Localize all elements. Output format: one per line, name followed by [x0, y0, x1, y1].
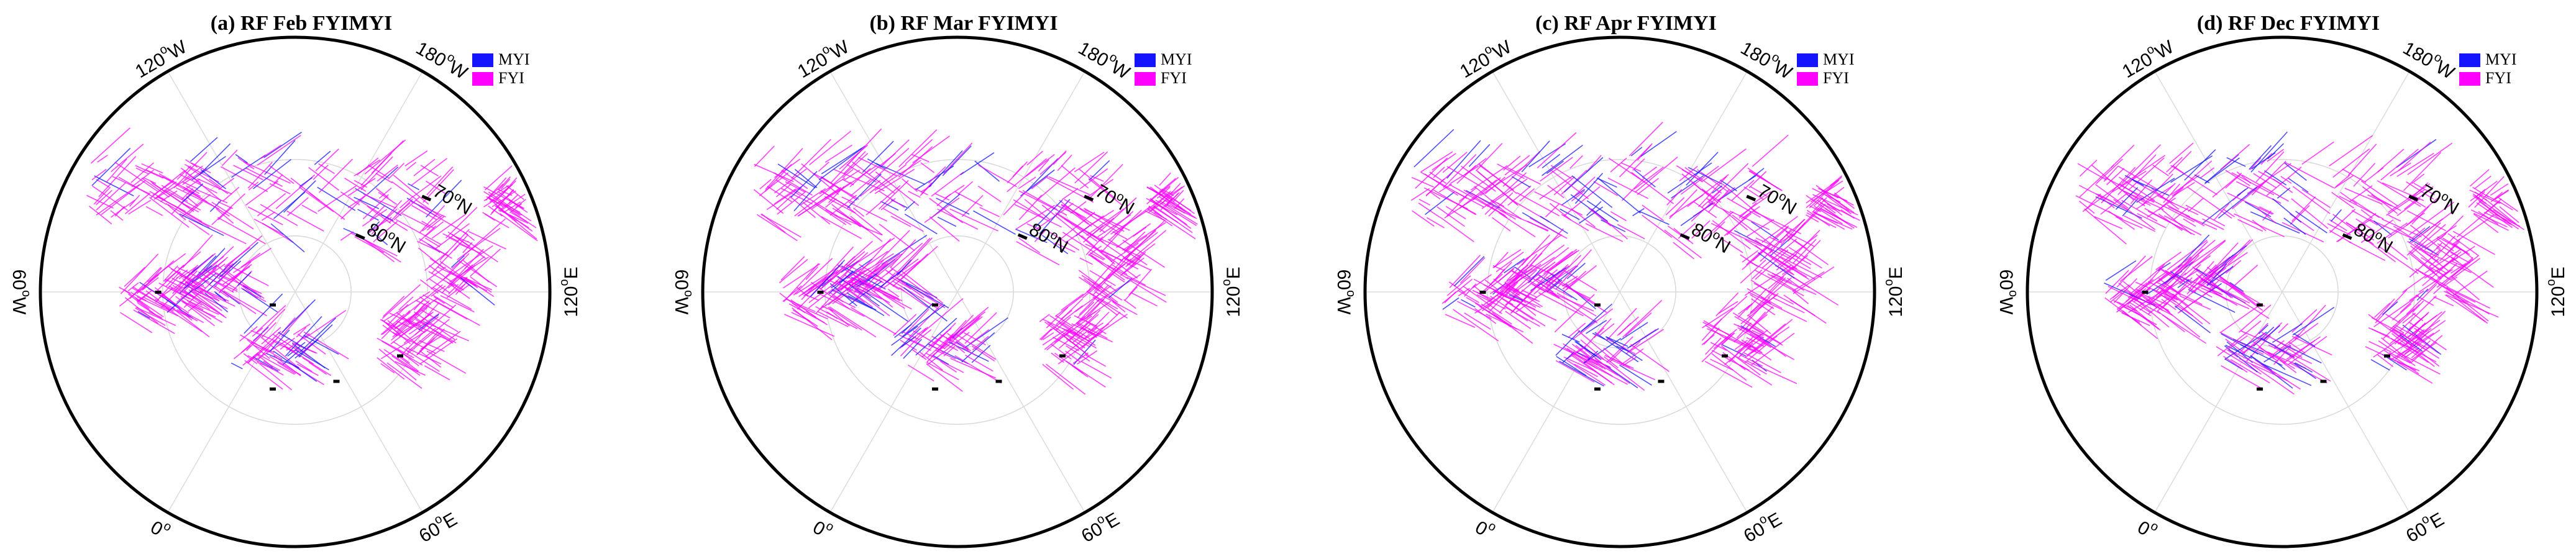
- longitude-label: 180oW: [413, 35, 473, 84]
- meridian-line: [2281, 71, 2410, 293]
- legend-swatch-myi: [2459, 53, 2480, 67]
- graticule-tick: [817, 291, 824, 294]
- longitude-label: 0o: [809, 514, 836, 543]
- legend-swatch-fyi: [1797, 72, 1818, 86]
- legend-swatch-myi: [1135, 53, 1156, 67]
- graticule-tick: [2142, 291, 2149, 294]
- latitude-tick: [2342, 233, 2352, 240]
- graticule-tick: [1594, 303, 1601, 307]
- graticule-tick: [995, 379, 1002, 383]
- latitude-tick: [1084, 194, 1094, 202]
- graticule-tick: [932, 387, 938, 391]
- sea-ice-tracks: [2075, 131, 2524, 395]
- meridian-line: [1492, 291, 1620, 513]
- graticule-tick: [2257, 387, 2263, 391]
- map-boundary: [701, 35, 1214, 548]
- panel-title: (b) RF Mar FYIMYI: [869, 12, 1057, 35]
- legend-swatch-myi: [1797, 53, 1818, 67]
- meridian-line: [295, 71, 423, 293]
- sea-ice-tracks: [753, 128, 1198, 395]
- meridian-line: [1619, 291, 1748, 513]
- legend-label-fyi: FYI: [498, 69, 524, 87]
- legend-label-fyi: FYI: [1161, 69, 1187, 87]
- graticule-tick: [1059, 354, 1066, 358]
- panel-title: (c) RF Apr FYIMYI: [1535, 12, 1717, 35]
- longitude-label: 0o: [2134, 514, 2160, 543]
- latitude-tick: [1679, 233, 1690, 240]
- longitude-label: 120oE: [2544, 266, 2569, 317]
- longitude-label: 120oE: [1882, 266, 1906, 317]
- longitude-label: 60oW: [1996, 270, 2020, 316]
- longitude-label: 60oW: [671, 270, 695, 316]
- legend-label-myi: MYI: [1823, 50, 1855, 68]
- legend-swatch-fyi: [2459, 72, 2480, 86]
- graticule-tick: [1722, 354, 1728, 358]
- legend-swatch-fyi: [472, 72, 493, 86]
- legend-label-fyi: FYI: [1823, 69, 1849, 87]
- map-boundary: [1363, 35, 1876, 548]
- latitude-tick: [2408, 194, 2419, 202]
- meridian-line: [1492, 71, 1620, 293]
- longitude-label: 60oW: [1333, 270, 1358, 316]
- longitude-label: 180oW: [1075, 35, 1135, 84]
- legend-label-myi: MYI: [1161, 50, 1192, 68]
- longitude-label: 120oE: [557, 266, 582, 317]
- meridian-line: [957, 291, 1085, 513]
- longitude-label: 60oW: [9, 270, 33, 316]
- longitude-label: 120oE: [1220, 266, 1244, 317]
- graticule-tick: [397, 354, 403, 358]
- meridian-line: [295, 291, 423, 513]
- graticule-tick: [333, 379, 340, 383]
- legend-swatch-myi: [472, 53, 493, 67]
- meridian-line: [957, 71, 1085, 293]
- graticule-tick: [155, 291, 162, 294]
- latitude-tick: [421, 194, 432, 202]
- map-boundary: [39, 35, 552, 548]
- latitude-tick: [1017, 233, 1028, 240]
- longitude-label: 0o: [147, 514, 173, 543]
- meridian-line: [167, 71, 296, 293]
- longitude-label: 0o: [1471, 514, 1498, 543]
- graticule-tick: [1658, 379, 1665, 383]
- meridian-line: [2154, 71, 2283, 293]
- meridian-line: [1619, 71, 1748, 293]
- meridian-line: [2154, 291, 2283, 513]
- latitude-tick: [355, 233, 365, 240]
- sea-ice-tracks: [1410, 122, 1860, 391]
- latitude-label: 70oN: [1754, 179, 1801, 219]
- panel-title: (d) RF Dec FYIMYI: [2197, 12, 2380, 35]
- longitude-label: 180oW: [2400, 35, 2460, 84]
- map-boundary: [2026, 35, 2539, 548]
- graticule-tick: [932, 303, 938, 307]
- graticule-tick: [2320, 379, 2327, 383]
- graticule-tick: [1594, 387, 1601, 391]
- panel-title: (a) RF Feb FYIMYI: [211, 12, 392, 35]
- graticule-tick: [2257, 303, 2263, 307]
- latitude-label: 80oN: [2350, 217, 2397, 257]
- legend-label-myi: MYI: [498, 50, 530, 68]
- graticule-tick: [270, 387, 276, 391]
- legend-label-fyi: FYI: [2485, 69, 2511, 87]
- meridian-line: [167, 291, 296, 513]
- meridian-line: [829, 291, 958, 513]
- longitude-label: 180oW: [1737, 35, 1797, 84]
- legend-label-myi: MYI: [2485, 50, 2517, 68]
- graticule-tick: [270, 303, 276, 307]
- graticule-tick: [2384, 354, 2390, 358]
- meridian-line: [2281, 291, 2410, 513]
- graticule-tick: [1479, 291, 1486, 294]
- sea-ice-tracks: [86, 127, 538, 391]
- legend-swatch-fyi: [1135, 72, 1156, 86]
- latitude-tick: [1746, 194, 1756, 202]
